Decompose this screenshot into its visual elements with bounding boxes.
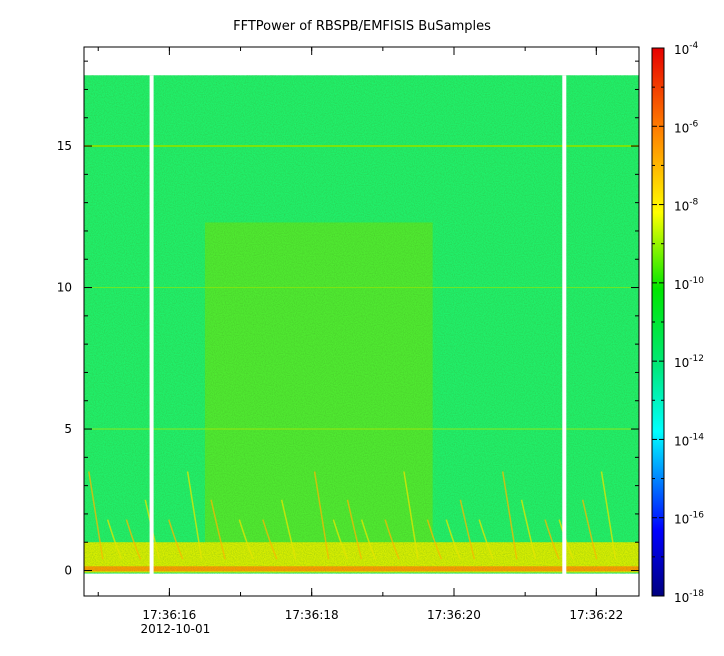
chorus-element bbox=[459, 499, 476, 560]
y-axis: 0 5 10 15 bbox=[57, 60, 639, 578]
x-tick-label: 17:36:16 bbox=[142, 608, 196, 622]
plot-area bbox=[83, 46, 640, 597]
colorbar-tick-label: 10-18 bbox=[674, 589, 704, 605]
chorus-element bbox=[426, 519, 443, 560]
plot-frame bbox=[83, 46, 640, 597]
chorus-element bbox=[88, 471, 104, 560]
colorbar: 10-4 10-6 10-8 10-10 10-12 10-14 10-16 10-18 bbox=[651, 41, 704, 605]
colorbar-tick-label: 10-10 bbox=[674, 276, 704, 292]
colorbar-tick-label: 10-14 bbox=[674, 432, 704, 448]
y-tick-label: 0 bbox=[64, 564, 72, 578]
colorbar-tick-label: 10-4 bbox=[674, 41, 699, 57]
x-date-label: 2012-10-01 bbox=[141, 622, 211, 636]
noise-texture bbox=[84, 75, 639, 574]
data-gaps bbox=[149, 75, 567, 575]
chorus-element bbox=[501, 471, 518, 560]
chorus-element bbox=[168, 519, 184, 560]
chorus-element bbox=[360, 519, 377, 560]
chorus-element bbox=[600, 471, 617, 560]
x-axis: 17:36:16 17:36:18 17:36:20 17:36:22 bbox=[97, 47, 623, 622]
y-tick-label: 5 bbox=[64, 422, 72, 436]
x-tick-label: 17:36:18 bbox=[285, 608, 339, 622]
chorus-element bbox=[520, 499, 537, 560]
chorus-emissions bbox=[88, 471, 617, 560]
chorus-element bbox=[403, 471, 419, 560]
colorbar-tick-label: 10-12 bbox=[674, 354, 704, 370]
chorus-element bbox=[544, 519, 560, 560]
chorus-element bbox=[346, 499, 363, 560]
x-tick-label: 17:36:20 bbox=[427, 608, 481, 622]
colorbar-tick-label: 10-6 bbox=[674, 119, 699, 135]
x-tick-label: 17:36:22 bbox=[569, 608, 623, 622]
chorus-element bbox=[186, 471, 203, 560]
data-gap bbox=[149, 75, 154, 575]
chorus-element bbox=[313, 471, 330, 560]
chorus-element bbox=[262, 519, 278, 560]
colorbar-tick-label: 10-8 bbox=[674, 198, 699, 214]
chorus-element bbox=[332, 519, 349, 560]
chorus-element bbox=[384, 519, 400, 560]
chorus-element bbox=[558, 519, 574, 560]
colorbar-tick-label: 10-16 bbox=[674, 511, 704, 527]
chorus-element bbox=[478, 519, 494, 560]
y-tick-label: 15 bbox=[57, 139, 72, 153]
chorus-element bbox=[581, 499, 598, 560]
chorus-element bbox=[125, 519, 142, 560]
colorbar-ticks: 10-4 10-6 10-8 10-10 10-12 10-14 10-16 10-18 bbox=[652, 41, 704, 605]
y-tick-label: 10 bbox=[57, 281, 72, 295]
chorus-element bbox=[106, 519, 123, 560]
data-gap bbox=[562, 75, 567, 575]
chart-title: FFTPower of RBSPB/EMFISIS BuSamples bbox=[233, 19, 491, 34]
chorus-element bbox=[210, 499, 226, 560]
chorus-element bbox=[445, 519, 461, 560]
chorus-element bbox=[238, 519, 255, 560]
chorus-element bbox=[280, 499, 297, 560]
